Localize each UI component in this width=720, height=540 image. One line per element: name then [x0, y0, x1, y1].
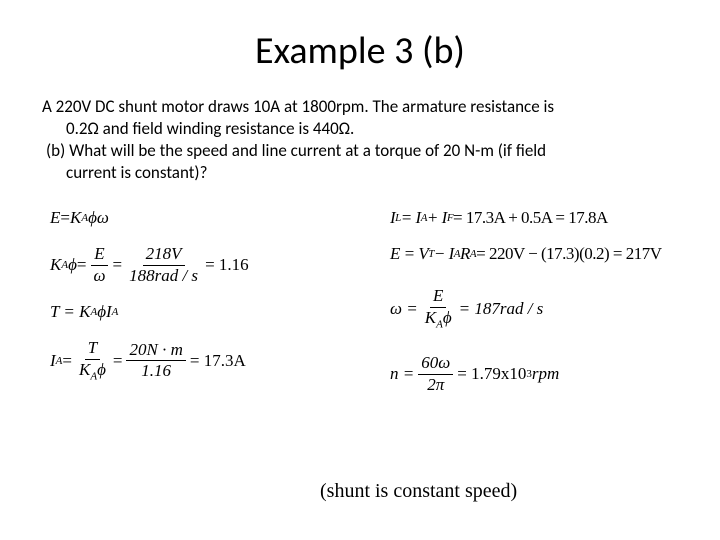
denominator: 1.16 [138, 361, 174, 381]
footnote: (shunt is constant speed) [320, 480, 517, 503]
numerator: E [91, 244, 107, 265]
eq-text: = 17.3A [190, 351, 246, 371]
eq-E-value: E = VT − IA RA = 220V − (17.3)(0.2) = 21… [390, 244, 680, 264]
numerator: E [430, 286, 446, 307]
eq-E-KAphiomega: E = KAϕω [50, 208, 350, 228]
denominator: ω [90, 266, 108, 286]
eq-text: E [50, 208, 60, 228]
problem-line-3: (b) What will be the speed and line curr… [42, 140, 678, 162]
eq-sub: A [81, 212, 88, 224]
fraction: Eω [90, 244, 108, 286]
eq-text: ω = [390, 299, 418, 319]
left-column: E = KAϕω KAϕ = Eω = 218V188rad / s = 1.1… [50, 208, 350, 411]
eq-text: = 1.16 [205, 255, 249, 275]
eq-text: = 220V − (17.3)(0.2) = 217V [476, 244, 661, 264]
eq-text: − I [434, 244, 454, 264]
page-title: Example 3 (b) [0, 0, 720, 96]
eq-text: = [113, 255, 123, 275]
eq-text: K [70, 208, 81, 228]
problem-statement: A 220V DC shunt motor draws 10A at 1800r… [0, 96, 720, 184]
eq-text: rpm [532, 364, 559, 384]
eq-sub: A [90, 306, 97, 318]
eq-n-value: n = 60ω2π = 1.79x103rpm [390, 353, 680, 395]
eq-text: = 187rad / s [459, 299, 544, 319]
eq-sub: A [61, 259, 68, 271]
eq-text: = [77, 255, 87, 275]
eq-text: E = V [390, 244, 428, 264]
problem-line-1: A 220V DC shunt motor draws 10A at 1800r… [42, 96, 678, 118]
eq-text: ϕω [88, 208, 109, 228]
eq-text: ϕI [97, 302, 111, 322]
fraction: 218V188rad / s [126, 244, 201, 286]
problem-line-4: current is constant)? [42, 162, 678, 184]
numerator: 20N · m [126, 340, 185, 361]
eq-text: = [60, 208, 70, 228]
eq-T-KAphiIA: T = KAϕIA [50, 302, 350, 322]
denominator: 188rad / s [126, 266, 201, 286]
eq-text: n = [390, 364, 414, 384]
eq-text: + I [427, 208, 447, 228]
fraction: 20N · m1.16 [126, 340, 185, 382]
fraction: EKAϕ [422, 286, 455, 331]
numerator: T [85, 338, 100, 359]
eq-text: ϕ [68, 255, 77, 275]
numerator: 60ω [418, 353, 453, 374]
eq-sub: A [56, 355, 63, 367]
eq-omega-value: ω = EKAϕ = 187rad / s [390, 286, 680, 331]
eq-text: R [460, 244, 470, 264]
denominator: KAϕ [76, 360, 109, 384]
eq-IA-value: IA = TKAϕ = 20N · m1.16 = 17.3A [50, 338, 350, 383]
equations-region: E = KAϕω KAϕ = Eω = 218V188rad / s = 1.1… [0, 184, 720, 411]
eq-text: T = K [50, 302, 90, 322]
eq-IL-value: IL = IA + IF = 17.3A + 0.5A = 17.8A [390, 208, 680, 228]
eq-text: K [50, 255, 61, 275]
denominator: KAϕ [422, 308, 455, 332]
eq-sub: A [112, 306, 119, 318]
eq-text: = 17.3A + 0.5A = 17.8A [453, 208, 608, 228]
eq-text: = [62, 351, 72, 371]
eq-KAphi-value: KAϕ = Eω = 218V188rad / s = 1.16 [50, 244, 350, 286]
numerator: 218V [143, 244, 185, 265]
problem-line-2: 0.2Ω and field winding resistance is 440… [42, 118, 678, 140]
right-column: IL = IA + IF = 17.3A + 0.5A = 17.8A E = … [390, 208, 680, 411]
fraction: 60ω2π [418, 353, 453, 395]
eq-text: = 1.79x10 [457, 364, 526, 384]
fraction: TKAϕ [76, 338, 109, 383]
eq-text: = [113, 351, 123, 371]
eq-text: = I [401, 208, 421, 228]
denominator: 2π [424, 375, 447, 395]
